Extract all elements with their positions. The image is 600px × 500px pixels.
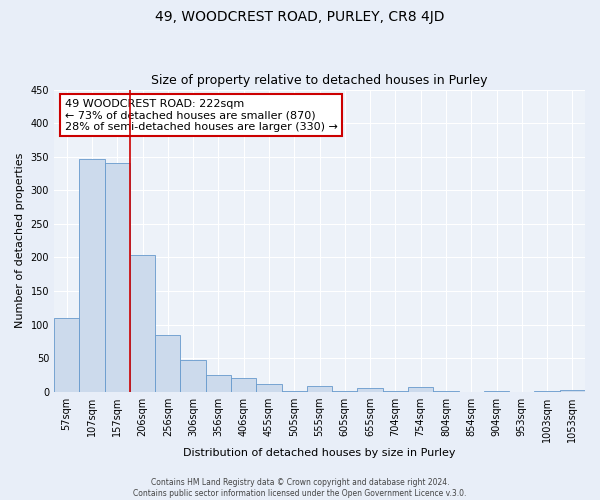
Bar <box>231 378 256 392</box>
Bar <box>79 158 104 392</box>
Bar <box>206 375 231 392</box>
Bar <box>130 256 155 392</box>
Bar <box>155 336 181 392</box>
Bar <box>535 391 560 392</box>
Text: Contains HM Land Registry data © Crown copyright and database right 2024.
Contai: Contains HM Land Registry data © Crown c… <box>133 478 467 498</box>
Bar <box>104 164 130 392</box>
Bar <box>181 360 206 392</box>
Bar <box>560 390 585 392</box>
Bar <box>383 391 408 392</box>
Bar <box>332 391 358 392</box>
Bar <box>358 388 383 392</box>
Bar <box>281 391 307 392</box>
Bar <box>484 391 509 392</box>
Bar <box>307 386 332 392</box>
Bar <box>54 318 79 392</box>
Bar <box>433 391 458 392</box>
Text: 49 WOODCREST ROAD: 222sqm
← 73% of detached houses are smaller (870)
28% of semi: 49 WOODCREST ROAD: 222sqm ← 73% of detac… <box>65 98 338 132</box>
Title: Size of property relative to detached houses in Purley: Size of property relative to detached ho… <box>151 74 488 87</box>
Bar <box>408 387 433 392</box>
Text: 49, WOODCREST ROAD, PURLEY, CR8 4JD: 49, WOODCREST ROAD, PURLEY, CR8 4JD <box>155 10 445 24</box>
X-axis label: Distribution of detached houses by size in Purley: Distribution of detached houses by size … <box>183 448 456 458</box>
Y-axis label: Number of detached properties: Number of detached properties <box>15 153 25 328</box>
Bar <box>256 384 281 392</box>
